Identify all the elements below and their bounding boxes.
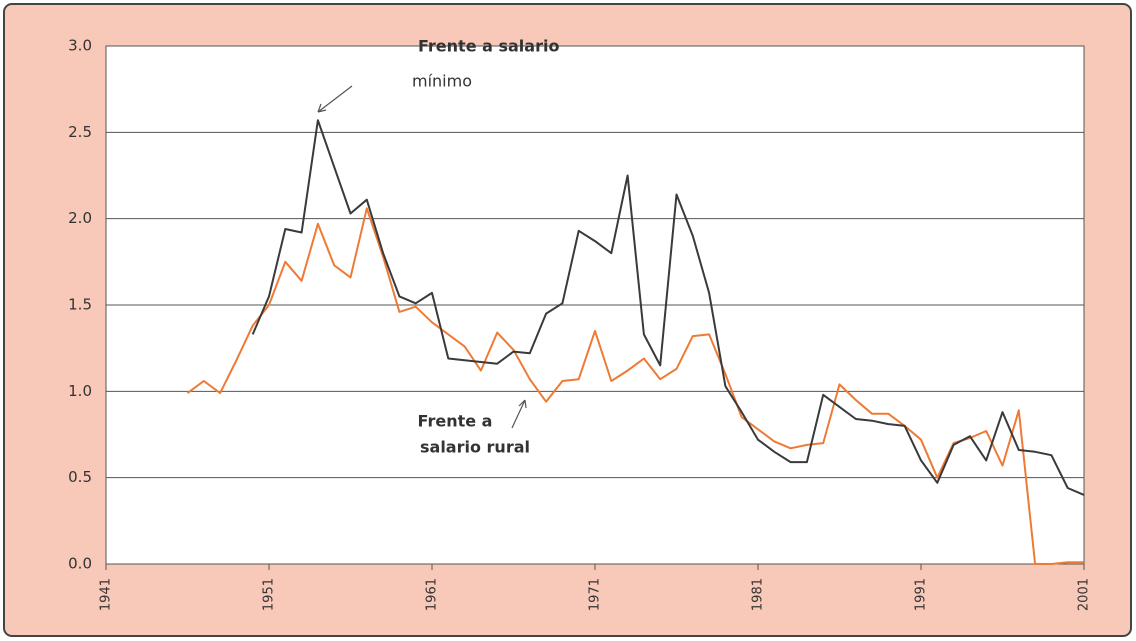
annotation: Frente a — [418, 412, 493, 431]
x-tick-label: 1941 — [99, 578, 114, 611]
x-tick-label: 1961 — [425, 578, 440, 611]
y-tick-label: 2.0 — [68, 209, 92, 227]
y-tick-label: 2.5 — [68, 123, 92, 141]
x-tick-label: 2001 — [1077, 578, 1092, 611]
y-tick-label: 3.0 — [68, 37, 92, 55]
x-tick-label: 1951 — [262, 578, 277, 611]
y-tick-label: 0.5 — [68, 468, 92, 486]
annotation-arrow — [511, 399, 527, 429]
y-tick-label: 0.0 — [68, 555, 92, 573]
annotation: salario rural — [420, 438, 530, 457]
x-tick-label: 1971 — [588, 578, 603, 611]
series-line — [251, 119, 1085, 496]
annotation-arrow — [317, 85, 353, 113]
y-tick-label: 1.5 — [68, 296, 92, 314]
y-tick-label: 1.0 — [68, 382, 92, 400]
annotation: mínimo — [412, 72, 472, 91]
series-line — [186, 207, 1084, 565]
x-tick-label: 1981 — [751, 578, 766, 611]
annotation: Frente a salario — [418, 37, 559, 56]
x-tick-label: 1991 — [914, 578, 929, 611]
